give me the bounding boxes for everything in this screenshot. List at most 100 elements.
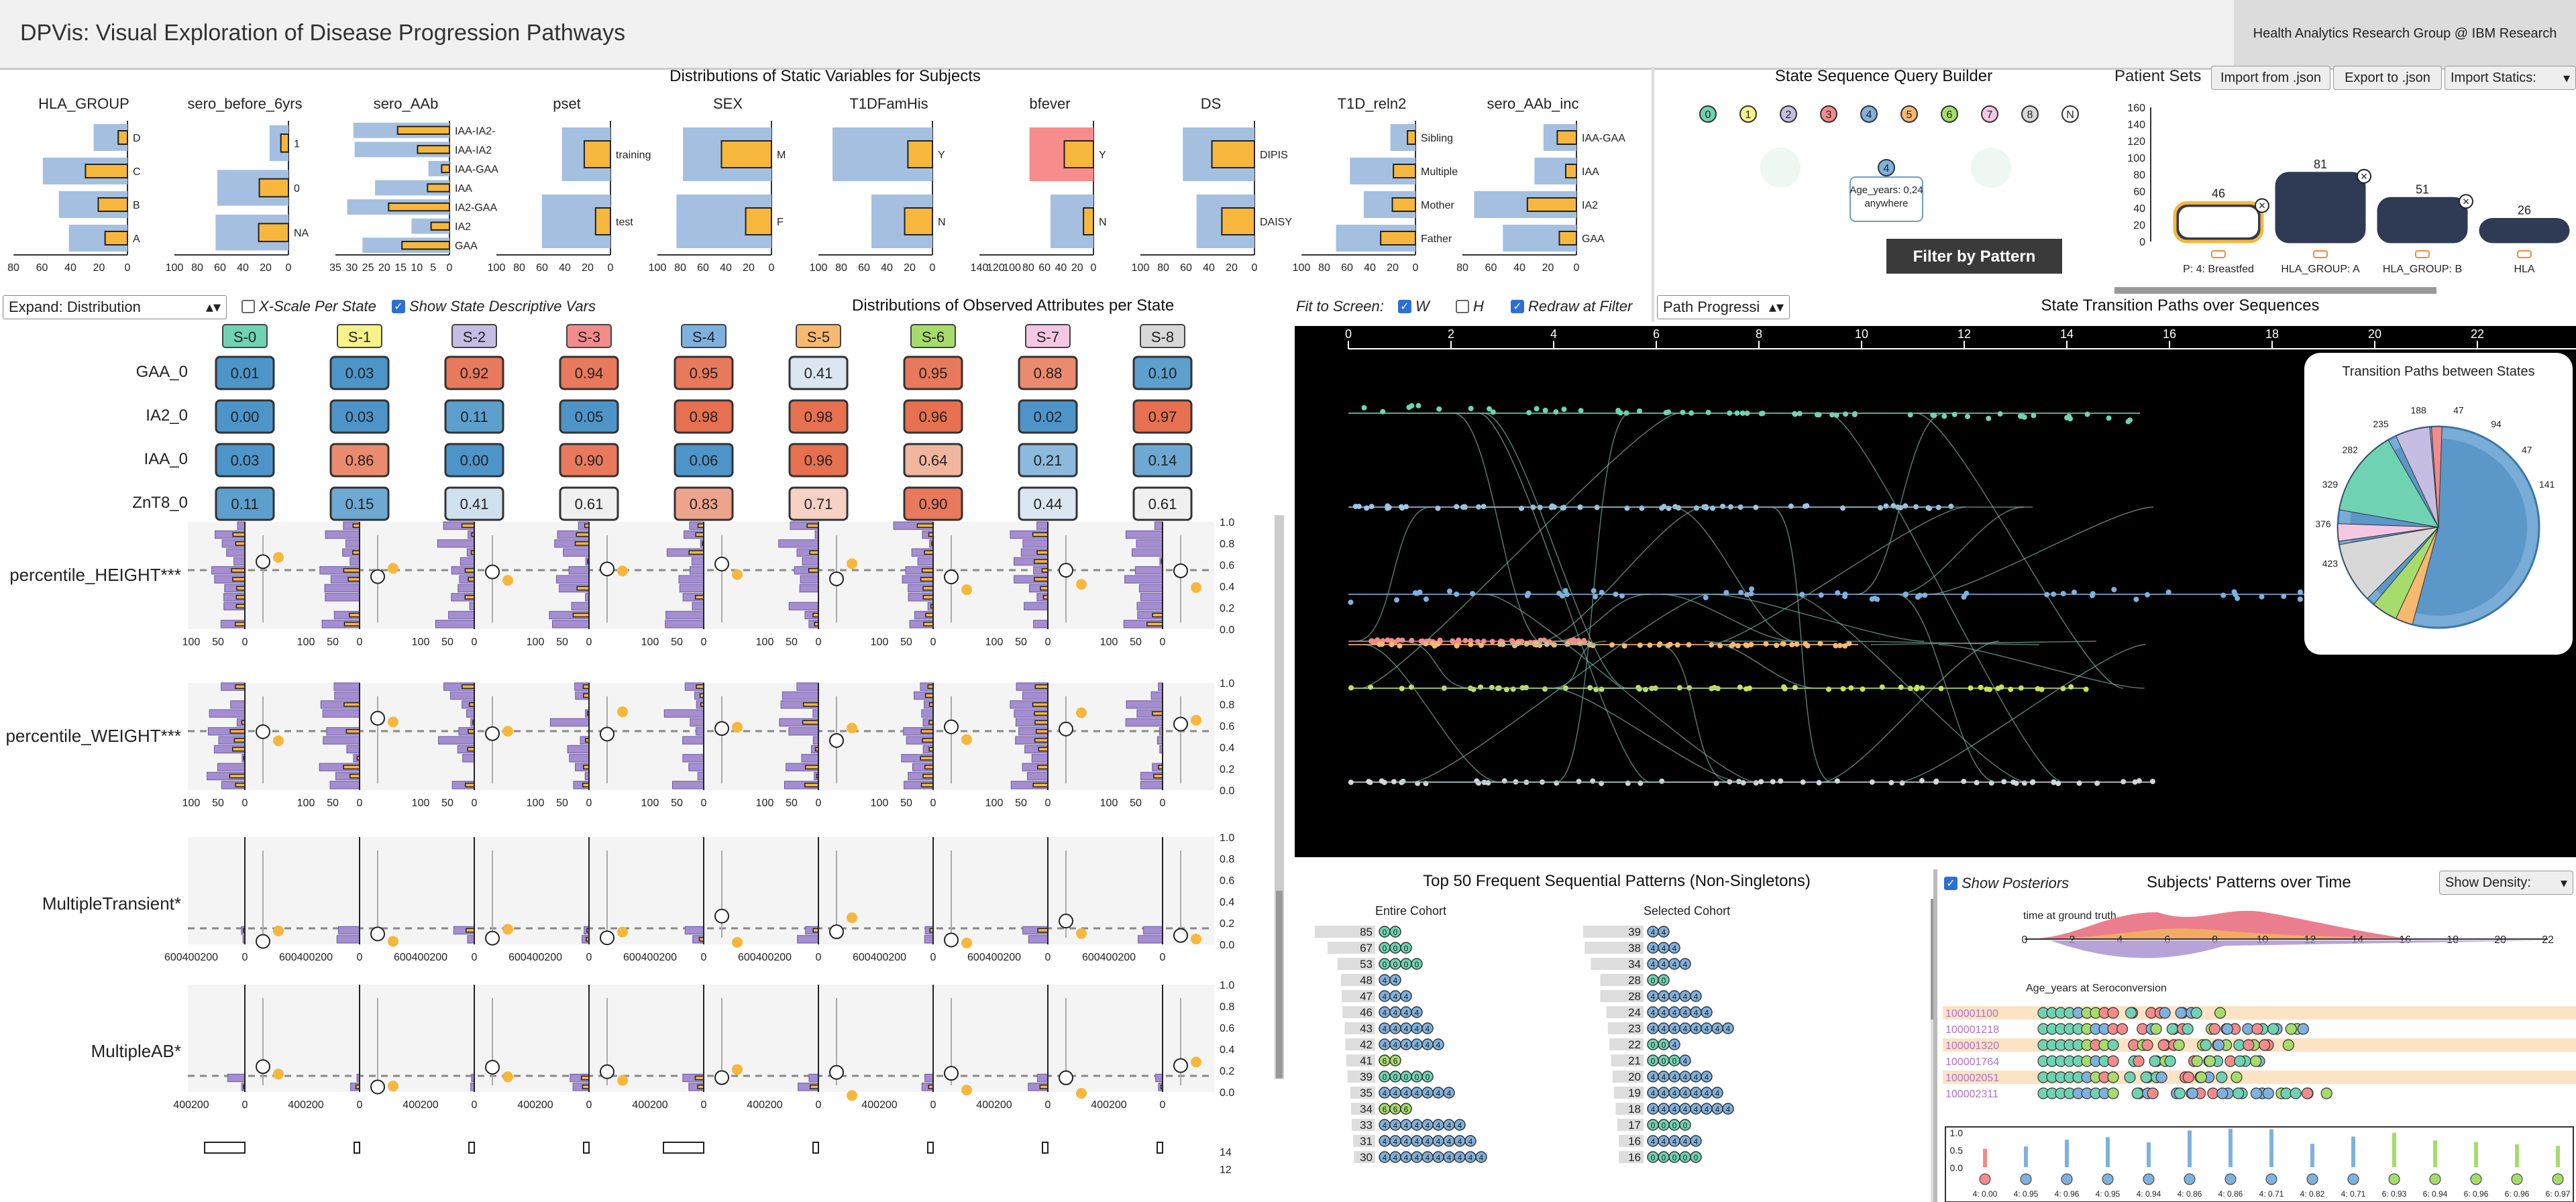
mean-circle	[714, 721, 729, 736]
pattern-state-icon	[1411, 1006, 1423, 1018]
checkbox-box[interactable]	[1456, 300, 1469, 313]
path-dot	[1590, 778, 1596, 784]
patient-set-label: HLA_GROUP: A	[2281, 264, 2360, 275]
hist-selected	[345, 728, 360, 734]
patient-set[interactable]: 81 × HLA_GROUP: A	[2275, 158, 2371, 275]
heatmap-value: 0.95	[690, 365, 718, 382]
query-node-label: 4	[1884, 163, 1890, 174]
axis-tick: 600400200	[623, 952, 677, 963]
xscale-checkbox[interactable]: X-Scale Per State	[241, 298, 376, 315]
selected-bar	[1380, 231, 1417, 245]
pattern-state-icon	[1690, 990, 1702, 1002]
export-json-button[interactable]: Export to .json	[2333, 66, 2442, 90]
pattern-state-label: 0	[1393, 928, 1398, 937]
axis-tick: 50	[900, 637, 912, 648]
pattern-state-label: 4	[1426, 1040, 1430, 1050]
checkbox-box[interactable]: ✓	[1398, 300, 1411, 313]
path-dot	[1869, 596, 1875, 602]
hist-selected	[1152, 612, 1163, 618]
fit-h-checkbox[interactable]: H	[1456, 298, 1484, 315]
pattern-state-icon	[1679, 1119, 1691, 1131]
subject-state-icon	[2290, 1087, 2302, 1099]
heatmap-value: 0.41	[460, 496, 489, 512]
patient-set[interactable]: 51 × HLA_GROUP: B	[2377, 182, 2473, 275]
mean-circle	[485, 1060, 500, 1075]
path-dot	[1436, 406, 1442, 412]
axis-tick: 0	[1160, 798, 1166, 809]
heatmap-value: 0.11	[460, 408, 488, 425]
age-label: Age_years at Seroconversion	[2026, 983, 2167, 994]
chord-arc	[2339, 527, 2440, 599]
mean-circle	[944, 569, 959, 585]
filter-button[interactable]: Filter by Pattern	[1886, 239, 2062, 274]
posterior-state-icon	[1979, 1173, 1991, 1185]
hist-bar	[1036, 1073, 1049, 1083]
hist-selected	[697, 1084, 704, 1089]
axis-tick: 0	[701, 1099, 707, 1111]
mean-circle	[829, 1064, 844, 1080]
y-tick: 0.0	[1220, 940, 1234, 951]
path-dot	[1705, 409, 1711, 415]
axis-tick: 0	[125, 262, 131, 274]
hist-bar	[230, 700, 246, 709]
checkbox-box[interactable]: ✓	[1944, 877, 1957, 890]
query-builder: 0 1 2 3 4 5 6 7 8 N 4 Age_years: 0,24 anywhere Filter…	[1654, 94, 2113, 295]
splitter[interactable]	[1933, 869, 1937, 1202]
path-dot	[1468, 406, 1474, 412]
heatmap-value: 0.98	[690, 408, 718, 425]
selected-bar	[85, 164, 129, 178]
path-select[interactable]: Path Progressi ▴▾	[1657, 295, 1790, 319]
y-tick: 0	[2139, 237, 2145, 248]
path-lane	[1348, 586, 2321, 605]
show-density-select[interactable]: Show Density: ▾	[2439, 871, 2573, 895]
transition-curve	[1355, 506, 1431, 642]
checkbox-box[interactable]	[241, 300, 255, 313]
selected-bar	[1556, 130, 1578, 145]
expand-select[interactable]: Expand: Distribution ▴▾	[3, 295, 227, 319]
hist-bar	[345, 539, 360, 548]
axis-tick: 0	[930, 637, 936, 648]
redraw-checkbox[interactable]: ✓ Redraw at Filter	[1511, 298, 1632, 315]
state-transition-paths-view[interactable]: 0 2 4 6 8 10 12 14 16 18 20 22 Transition Paths betw…	[1295, 326, 2576, 857]
patient-set[interactable]: 46 × P: 4: Breastfed	[2173, 187, 2269, 276]
selected-bar	[97, 197, 129, 212]
path-dot	[1913, 686, 1919, 692]
import-statics-select[interactable]: Import Statics: ▾	[2445, 66, 2576, 90]
posterior-state-icon	[2184, 1173, 2196, 1185]
path-dot	[2149, 778, 2155, 784]
y-tick: 0.8	[1220, 700, 1234, 711]
pattern-state-label: 4	[1426, 1153, 1430, 1162]
axis-tick: 100	[756, 637, 774, 648]
checkbox-box[interactable]: ✓	[1511, 300, 1524, 313]
subject-state-icon	[2297, 1023, 2309, 1035]
pattern-count-bar	[1619, 1135, 1644, 1147]
checkbox-box[interactable]: ✓	[392, 300, 405, 313]
subject-state-icon	[2133, 1055, 2145, 1067]
import-json-button[interactable]: Import from .json	[2211, 66, 2330, 90]
hist-selected	[804, 765, 819, 770]
pattern-state-icon	[1443, 1087, 1455, 1099]
pattern-state-label: 4	[1651, 1073, 1656, 1082]
axis-tick: 80	[1456, 262, 1468, 274]
pattern-state-label: 0	[1404, 1073, 1409, 1082]
hist-selected	[1034, 559, 1049, 564]
chord-arc	[2339, 439, 2439, 528]
pattern-state-label: 6	[1383, 1056, 1387, 1066]
pattern-state-label: 4	[1415, 1137, 1419, 1146]
pattern-count-bar	[1350, 1087, 1375, 1099]
path-dot	[1542, 407, 1548, 413]
static-var-name: bfever	[1029, 95, 1070, 112]
axis-tick: 100	[871, 798, 889, 809]
hist-bar	[1131, 548, 1163, 557]
show-desc-checkbox[interactable]: ✓ Show State Descriptive Vars	[392, 298, 596, 315]
heatmap-cell	[215, 486, 275, 521]
patient-set[interactable]: 26 HLA	[2479, 204, 2570, 276]
axis-tick: 100	[527, 637, 545, 648]
show-posteriors-checkbox[interactable]: ✓ Show Posteriors	[1944, 875, 2069, 892]
pattern-state-label: 4	[1651, 992, 1656, 1001]
hist-bar	[797, 935, 819, 944]
path-dot	[2132, 779, 2138, 785]
y-tick: 0.5	[1950, 1145, 1964, 1156]
fit-w-checkbox[interactable]: ✓ W	[1398, 298, 1430, 315]
